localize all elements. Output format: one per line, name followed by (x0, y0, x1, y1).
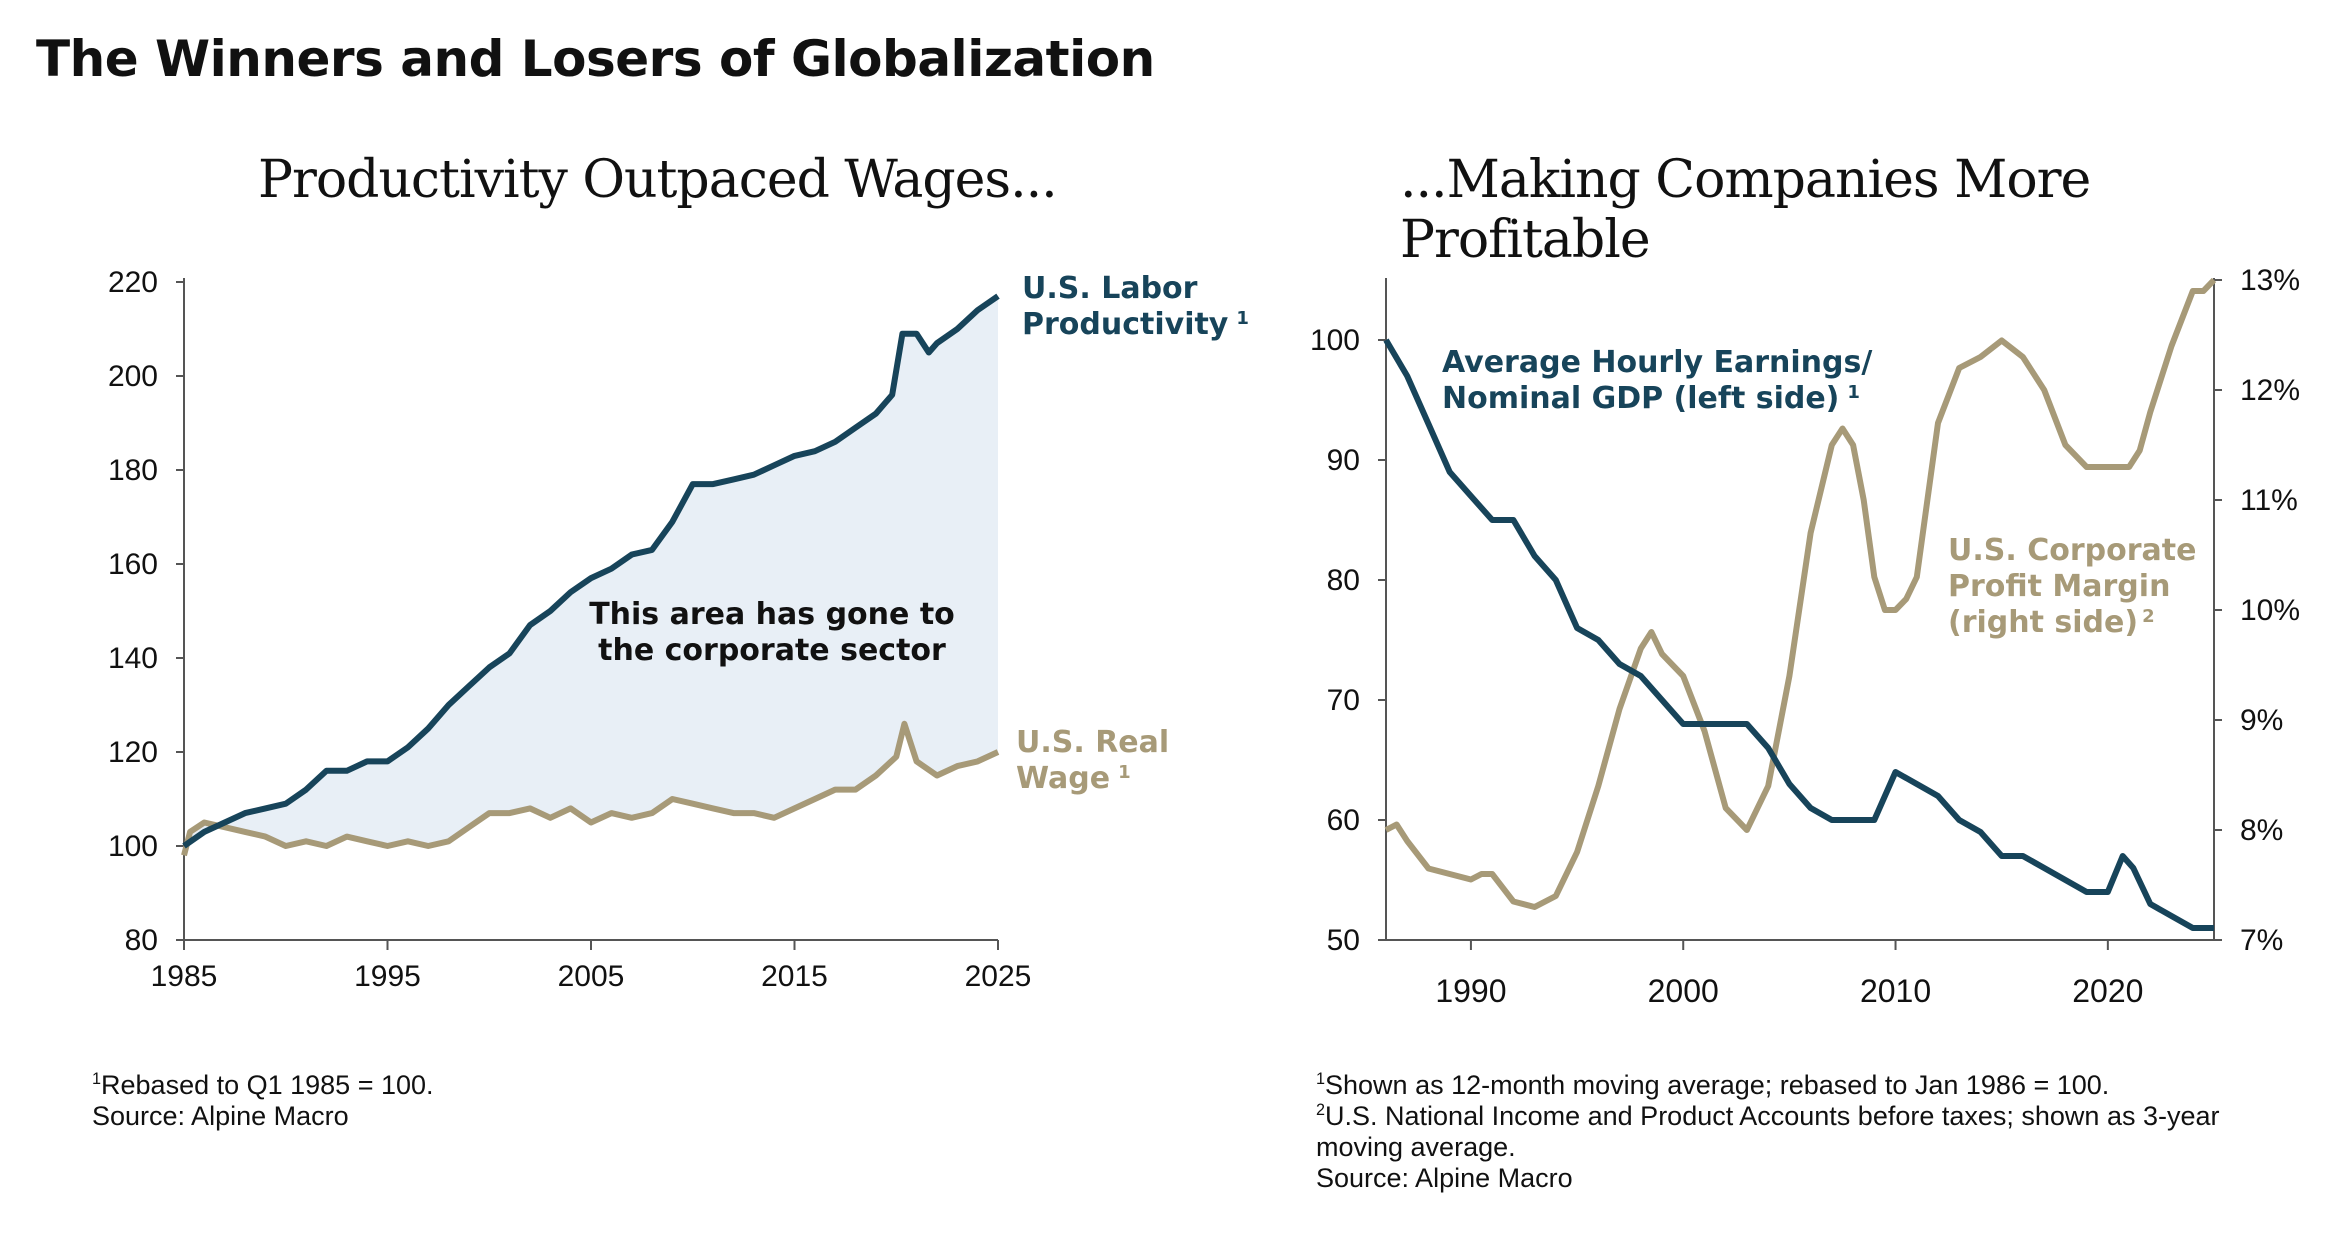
left-x-tick-label: 2025 (965, 960, 1032, 993)
productivity-label-line: Productivity (1022, 307, 1229, 342)
right-footnote-2: 2U.S. National Income and Product Accoun… (1316, 1101, 2220, 1162)
right-chart-left-tick-label: 100 (1310, 324, 1360, 357)
profit-series-label: U.S. Corporate Profit Margin (right side) 2 (1948, 533, 2196, 640)
right-chart-left-tick-label: 70 (1327, 684, 1360, 717)
productivity-series-label: U.S. Labor Productivity 1 (1022, 271, 1249, 342)
right-chart-right-tick-label: 10% (2240, 594, 2300, 627)
main-title: The Winners and Losers of Globalization (36, 30, 1155, 88)
right-chart-right-tick-label: 12% (2240, 374, 2300, 407)
right-chart-left-tick-label: 50 (1327, 924, 1360, 957)
left-y-tick-label: 200 (108, 360, 158, 393)
right-source: Source: Alpine Macro (1316, 1163, 1573, 1193)
wage-label-line: U.S. Real (1016, 725, 1169, 760)
right-chart-x-tick-label: 2020 (2072, 973, 2143, 1009)
right-chart-right-tick-label: 13% (2240, 264, 2300, 297)
earnings-label-note: 1 (1847, 382, 1860, 403)
wage-label-note: 1 (1118, 762, 1131, 783)
profit-label-note: 2 (2142, 606, 2155, 627)
wage-label-line: Wage (1016, 761, 1110, 796)
productivity-label-note: 1 (1236, 308, 1249, 329)
left-y-tick-label: 100 (108, 830, 158, 863)
right-chart-right-tick-label: 11% (2240, 484, 2298, 517)
hourly-earnings-gdp-line (1383, 338, 2214, 931)
earnings-series-label: Average Hourly Earnings/Nominal GDP (lef… (1442, 345, 1872, 416)
left-chart-title: Productivity Outpaced Wages... (258, 150, 1058, 210)
left-y-tick-label: 140 (108, 642, 158, 675)
left-y-tick-label: 120 (108, 736, 158, 769)
right-chart-x-tick-label: 1990 (1435, 973, 1506, 1009)
area-annotation: This area has gone to the corporate secto… (589, 597, 955, 668)
real-wage-line (181, 720, 1000, 857)
area-annotation-line: This area has gone to (589, 597, 955, 632)
profit-label-line: (right side) (1948, 605, 2138, 640)
left-footnote-1: 1Rebased to Q1 1985 = 100. (92, 1070, 434, 1100)
right-chart-right-tick-label: 8% (2240, 814, 2283, 847)
right-chart-left-tick-label: 90 (1327, 444, 1360, 477)
left-x-tick-label: 1995 (354, 960, 421, 993)
left-y-tick-label: 80 (125, 924, 158, 957)
earnings-profit-chart: 50 60 70 80 90 100 7% 8% 9% 10% 11% 12% 13% 1990 2000 2… (1310, 264, 2300, 1009)
right-chart-title: ...Making Companies More Profitable (1400, 150, 2091, 270)
left-y-tick-label: 180 (108, 454, 158, 487)
productivity-wage-chart: 80 100 120 140 160 180 200 220 1985 1995 2005 2015 2… (108, 266, 1249, 993)
earnings-label-line: Nominal GDP (left side) (1442, 381, 1839, 416)
profit-label-line: Profit Margin (1948, 569, 2170, 604)
right-chart-right-tick-label: 7% (2240, 924, 2283, 957)
labor-productivity-line (182, 293, 1000, 849)
right-footnotes: 1Shown as 12-month moving average; rebas… (1316, 1070, 2276, 1194)
area-annotation-line: the corporate sector (598, 633, 946, 668)
profit-label-line: U.S. Corporate (1948, 533, 2196, 568)
left-x-tick-label: 2015 (761, 960, 828, 993)
profit-margin-line (1384, 277, 2217, 910)
right-chart-left-tick-label: 80 (1327, 564, 1360, 597)
right-chart-x-tick-label: 2000 (1648, 973, 1719, 1009)
left-x-tick-label: 2005 (558, 960, 625, 993)
left-y-tick-label: 160 (108, 548, 158, 581)
productivity-label-line: U.S. Labor (1022, 271, 1198, 306)
earnings-label-line: Average Hourly Earnings/ (1442, 345, 1872, 380)
corporate-share-area (184, 296, 998, 856)
left-footnotes: 1Rebased to Q1 1985 = 100. Source: Alpin… (92, 1070, 892, 1132)
wage-series-label: U.S. Real Wage 1 (1016, 725, 1169, 796)
right-chart-left-tick-label: 60 (1327, 804, 1360, 837)
left-y-tick-label: 220 (108, 266, 158, 299)
left-source: Source: Alpine Macro (92, 1101, 349, 1131)
right-footnote-1: 1Shown as 12-month moving average; rebas… (1316, 1070, 2110, 1100)
right-chart-x-tick-label: 2010 (1860, 973, 1931, 1009)
left-x-tick-label: 1985 (151, 960, 218, 993)
right-chart-right-tick-label: 9% (2240, 704, 2283, 737)
